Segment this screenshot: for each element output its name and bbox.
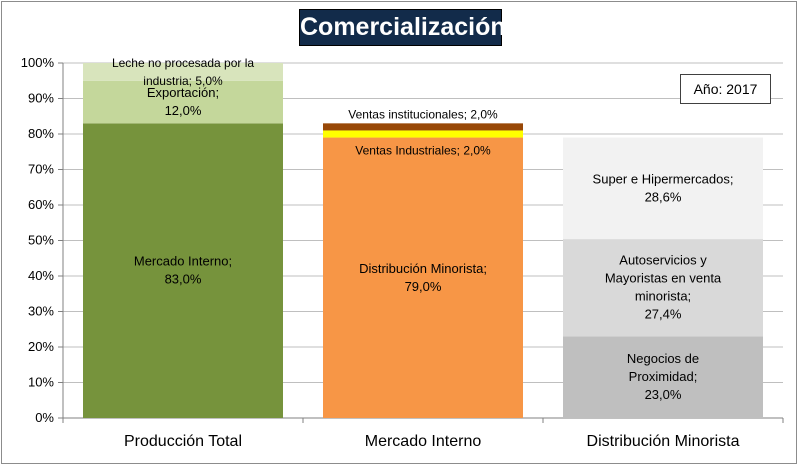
chart-title: Comercialización [299,9,506,46]
x-category-label: Distribución Minorista [587,433,740,450]
data-label: Leche no procesada por la [112,56,254,70]
data-label: Autoservicios y [619,253,707,268]
data-label: Exportación; [147,85,219,100]
data-label: Negocios de [627,351,699,366]
data-label: 28,6% [645,189,682,204]
y-tick-label: 70% [28,162,54,177]
bar-segment [563,239,763,337]
data-label: Ventas institucionales; 2,0% [348,107,498,121]
data-label: minorista; [635,289,691,304]
data-label: Distribución Minorista; [359,261,487,276]
bar-segment [563,336,763,418]
y-tick-label: 20% [28,339,54,354]
y-tick-label: 90% [28,91,54,106]
y-tick-label: 60% [28,197,54,212]
data-label: Proximidad; [629,369,698,384]
data-label: 23,0% [645,387,682,402]
bar-segment [563,137,763,240]
y-tick-label: 40% [28,268,54,283]
x-category-label: Mercado Interno [365,433,482,450]
data-label: Mercado Interno; [134,254,232,269]
data-label: industria; 5,0% [143,74,223,88]
data-label: 83,0% [165,272,202,287]
y-tick-label: 30% [28,304,54,319]
y-tick-label: 50% [28,233,54,248]
year-label: Año: 2017 [680,74,771,104]
data-label: Super e Hipermercados; [593,171,734,186]
bar-segment [83,123,283,418]
bar-segment [83,63,283,81]
y-tick-label: 100% [21,55,55,70]
data-label: 79,0% [405,279,442,294]
bar-segment [83,80,283,124]
bar-segment [323,123,523,131]
y-tick-label: 0% [35,410,54,425]
y-tick-label: 80% [28,126,54,141]
data-label: 27,4% [645,307,682,322]
data-label: Ventas Industriales; 2,0% [355,144,491,158]
bar-segment [323,130,523,138]
y-tick-label: 10% [28,375,54,390]
bar-segment [323,137,523,419]
x-category-label: Producción Total [124,433,242,450]
data-label: Mayoristas en venta [605,271,722,286]
data-label: 12,0% [165,103,202,118]
